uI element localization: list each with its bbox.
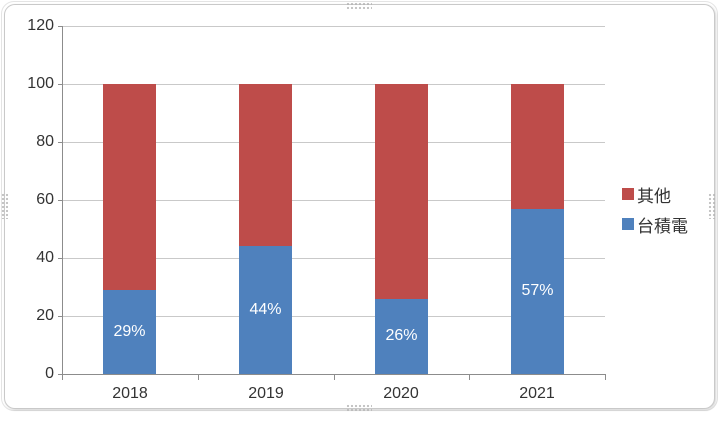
- x-axis-tick-label: 2018: [112, 385, 148, 402]
- bar-segment[interactable]: [103, 84, 156, 290]
- x-axis-tickmark: [605, 375, 606, 380]
- legend-item[interactable]: 台積電: [622, 212, 688, 236]
- legend-swatch: [622, 188, 634, 200]
- x-axis-tickmark: [469, 375, 470, 380]
- resize-handle-right[interactable]: [708, 193, 715, 219]
- y-axis-tickmark: [58, 374, 62, 375]
- y-axis-tickmark: [58, 200, 62, 201]
- bar-segment[interactable]: [511, 209, 564, 374]
- legend-label: 台積電: [637, 216, 688, 236]
- resize-handle-bottom[interactable]: [346, 404, 372, 411]
- legend[interactable]: 其他 台積電: [622, 182, 688, 242]
- bar-segment[interactable]: [239, 84, 292, 246]
- y-axis-tick-label: 40: [36, 249, 54, 266]
- gridline: [62, 142, 605, 143]
- bar-segment[interactable]: [511, 84, 564, 209]
- y-axis-tickmark: [58, 316, 62, 317]
- legend-item[interactable]: 其他: [622, 182, 688, 206]
- x-axis-tick-label: 2019: [248, 385, 284, 402]
- y-axis-tick-label: 120: [27, 17, 54, 34]
- y-axis-tick-label: 0: [45, 365, 54, 382]
- y-axis-tick-label: 60: [36, 191, 54, 208]
- bar-segment[interactable]: [103, 290, 156, 374]
- bar-segment[interactable]: [239, 246, 292, 374]
- bar-value-label: 57%: [521, 282, 554, 299]
- y-axis-tickmark: [58, 142, 62, 143]
- legend-swatch: [622, 218, 634, 230]
- gridline: [62, 84, 605, 85]
- x-axis-tick-label: 2020: [383, 385, 419, 402]
- x-axis-tick-label: 2021: [519, 385, 555, 402]
- x-axis[interactable]: [62, 374, 606, 375]
- y-axis-tick-label: 20: [36, 307, 54, 324]
- gridline: [62, 258, 605, 259]
- y-axis-tickmark: [58, 26, 62, 27]
- bar-value-label: 29%: [113, 323, 146, 340]
- bar-segment[interactable]: [375, 299, 428, 374]
- bar-value-label: 44%: [249, 301, 282, 318]
- gridline: [62, 200, 605, 201]
- y-axis[interactable]: [62, 26, 63, 374]
- gridline: [62, 316, 605, 317]
- bar-segment[interactable]: [375, 84, 428, 299]
- y-axis-tickmark: [58, 84, 62, 85]
- x-axis-tickmark: [334, 375, 335, 380]
- y-axis-tickmark: [58, 258, 62, 259]
- resize-handle-left[interactable]: [1, 193, 8, 219]
- y-axis-tick-label: 80: [36, 133, 54, 150]
- bar-value-label: 26%: [385, 327, 418, 344]
- gridline: [62, 26, 605, 27]
- x-axis-tickmark: [198, 375, 199, 380]
- y-axis-tick-label: 100: [27, 75, 54, 92]
- resize-handle-top[interactable]: [346, 2, 372, 9]
- x-axis-tickmark: [62, 375, 63, 380]
- legend-label: 其他: [637, 186, 671, 206]
